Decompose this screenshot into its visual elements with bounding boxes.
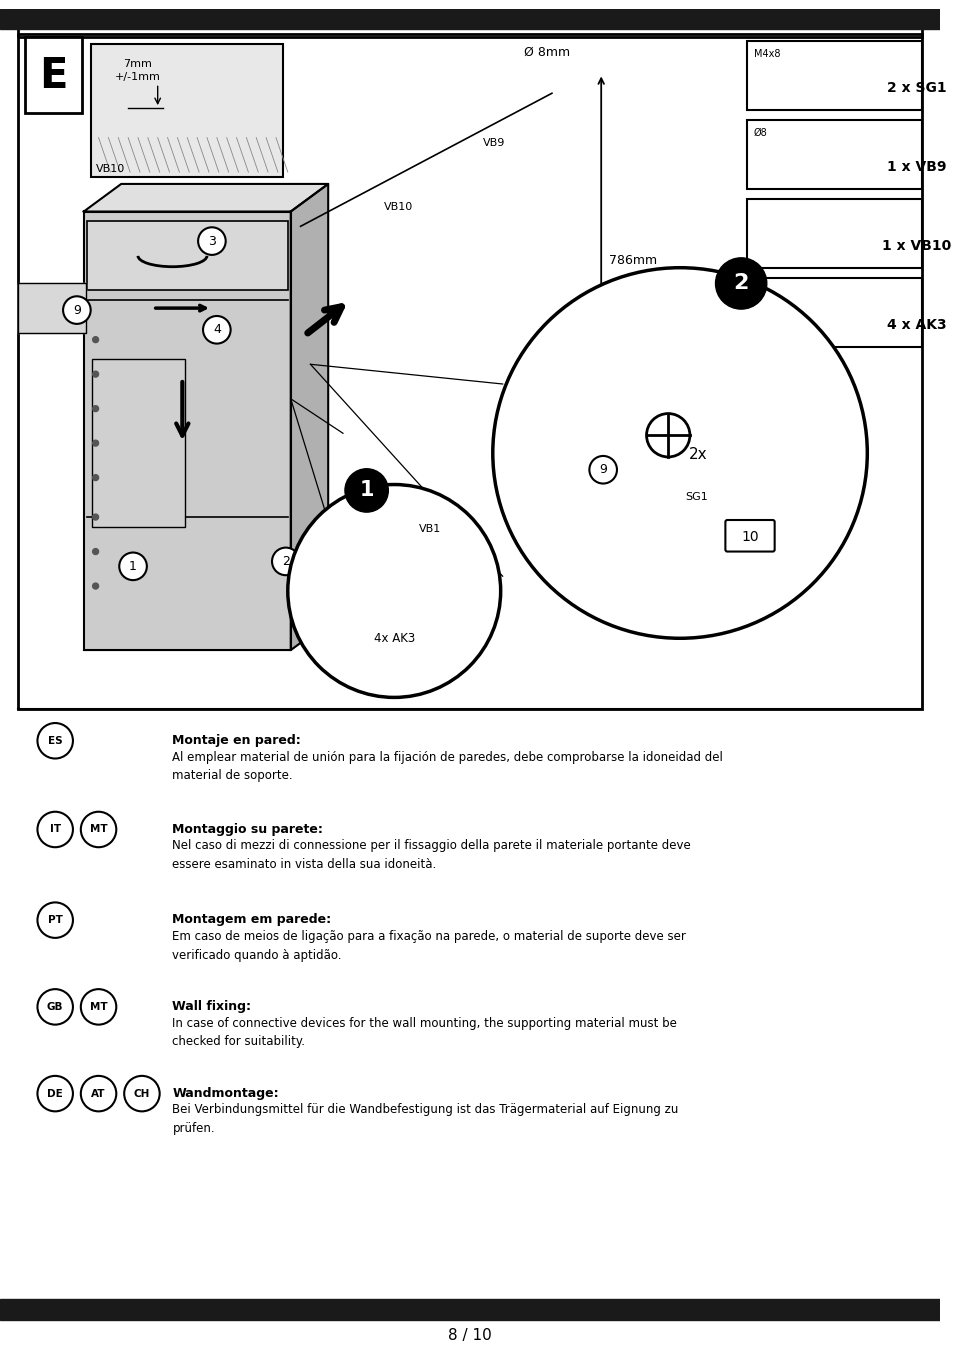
Text: Montaje en pared:: Montaje en pared: (172, 734, 301, 747)
Circle shape (92, 475, 98, 481)
Text: 2 x SG1: 2 x SG1 (886, 81, 945, 95)
Text: 2: 2 (733, 274, 748, 294)
Text: ES: ES (48, 735, 63, 746)
Bar (91, 359, 185, 527)
Circle shape (92, 406, 98, 412)
Text: 1 x VB10: 1 x VB10 (881, 240, 950, 253)
Polygon shape (291, 184, 328, 650)
Text: In case of connective devices for the wall mounting, the supporting material mus: In case of connective devices for the wa… (172, 1017, 677, 1048)
Text: 4: 4 (213, 324, 220, 336)
Text: GB: GB (47, 1002, 64, 1011)
Text: Montagem em parede:: Montagem em parede: (172, 913, 332, 926)
Text: Ø8: Ø8 (753, 127, 767, 138)
Bar (25, 37, 82, 112)
Text: 9: 9 (72, 303, 81, 317)
Text: 2x: 2x (688, 447, 706, 463)
Bar (18, 0, 922, 37)
Text: 10: 10 (740, 529, 758, 544)
Circle shape (92, 440, 98, 445)
Bar (91, 43, 282, 177)
Text: MT: MT (90, 825, 108, 834)
Bar (87, 221, 288, 290)
Polygon shape (18, 283, 86, 333)
Circle shape (92, 584, 98, 589)
Circle shape (715, 257, 766, 309)
Bar (18, 34, 922, 709)
Text: 7mm
+/-1mm: 7mm +/-1mm (115, 58, 161, 83)
Text: M4x8: M4x8 (753, 49, 780, 60)
Bar (746, 41, 922, 110)
Circle shape (63, 297, 91, 324)
FancyBboxPatch shape (724, 520, 774, 551)
Circle shape (92, 371, 98, 378)
Text: VB9: VB9 (482, 138, 505, 148)
Circle shape (272, 547, 299, 575)
Text: AT: AT (91, 1089, 106, 1098)
Text: E: E (39, 54, 68, 96)
Text: Em caso de meios de ligação para a fixação na parede, o material de suporte deve: Em caso de meios de ligação para a fixaç… (172, 930, 685, 961)
Circle shape (92, 337, 98, 343)
Bar (746, 121, 922, 188)
Text: Bei Verbindungsmittel für die Wandbefestigung ist das Trägermaterial auf Eignung: Bei Verbindungsmittel für die Wandbefest… (172, 1104, 679, 1135)
Text: IT: IT (50, 825, 61, 834)
Ellipse shape (493, 268, 866, 638)
Text: SG1: SG1 (684, 493, 707, 502)
Bar (0, 9, 940, 30)
Bar (746, 199, 922, 268)
Text: Montaggio su parete:: Montaggio su parete: (172, 823, 323, 835)
Circle shape (92, 515, 98, 520)
Circle shape (589, 456, 617, 483)
Text: DE: DE (48, 1089, 63, 1098)
Text: PT: PT (48, 915, 63, 925)
Text: 1: 1 (129, 559, 137, 573)
Text: 4 x AK3: 4 x AK3 (886, 318, 945, 332)
Text: MT: MT (90, 1002, 108, 1011)
Text: 1 x VB9: 1 x VB9 (886, 160, 945, 175)
Text: 8 / 10: 8 / 10 (448, 1327, 492, 1343)
Text: Wall fixing:: Wall fixing: (172, 1001, 252, 1013)
Polygon shape (84, 211, 291, 650)
Circle shape (203, 315, 231, 344)
Text: CH: CH (133, 1089, 150, 1098)
Text: VB10: VB10 (95, 164, 125, 175)
Text: 9: 9 (598, 463, 606, 477)
Polygon shape (84, 184, 328, 211)
Circle shape (119, 552, 147, 580)
Circle shape (92, 548, 98, 555)
Text: Ø 8mm: Ø 8mm (523, 46, 570, 58)
Bar (0, 1298, 940, 1320)
Text: VB10: VB10 (384, 202, 414, 211)
Text: 2: 2 (281, 555, 290, 567)
Text: Al emplear material de unión para la fijación de paredes, debe comprobarse la id: Al emplear material de unión para la fij… (172, 750, 722, 783)
Circle shape (345, 468, 388, 512)
Text: Nel caso di mezzi di connessione per il fissaggio della parete il materiale port: Nel caso di mezzi di connessione per il … (172, 839, 691, 871)
Text: 786mm: 786mm (608, 255, 657, 267)
Text: Wandmontage:: Wandmontage: (172, 1087, 279, 1099)
Text: 4x AK3: 4x AK3 (374, 632, 415, 645)
Circle shape (198, 227, 226, 255)
Text: 3: 3 (208, 234, 215, 248)
Text: 1: 1 (359, 481, 374, 501)
Text: VB1: VB1 (418, 524, 440, 533)
Bar (746, 278, 922, 347)
Ellipse shape (288, 485, 500, 697)
